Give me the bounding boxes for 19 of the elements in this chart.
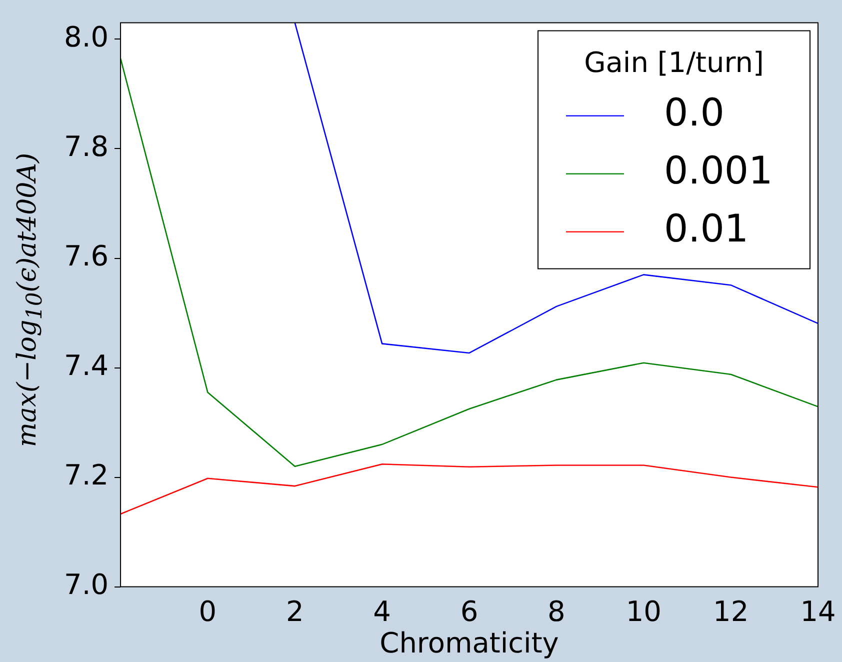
x-axis-title: Chromaticity xyxy=(380,626,559,660)
x-tick-label: 10 xyxy=(626,594,662,628)
y-tick-label: 7.2 xyxy=(64,458,109,492)
y-tick-label: 8.0 xyxy=(64,20,109,54)
y-tick-label: 7.8 xyxy=(64,130,109,164)
x-tick-label: 12 xyxy=(712,594,749,628)
x-tick-label: 6 xyxy=(460,594,478,628)
legend-label: 0.001 xyxy=(664,148,773,193)
x-tick-label: 0 xyxy=(198,594,217,628)
x-tick-label: 14 xyxy=(800,594,836,628)
x-tick-label: 8 xyxy=(548,594,566,628)
x-tick-label: 4 xyxy=(373,594,391,628)
legend-label: 0.0 xyxy=(664,90,724,135)
legend-title: Gain [1/turn] xyxy=(584,46,764,80)
x-tick-label: 2 xyxy=(286,594,304,628)
legend-label: 0.01 xyxy=(664,206,749,251)
y-tick-label: 7.6 xyxy=(64,240,109,273)
y-tick-label: 7.4 xyxy=(64,349,109,382)
y-tick-label: 7.0 xyxy=(64,568,109,602)
